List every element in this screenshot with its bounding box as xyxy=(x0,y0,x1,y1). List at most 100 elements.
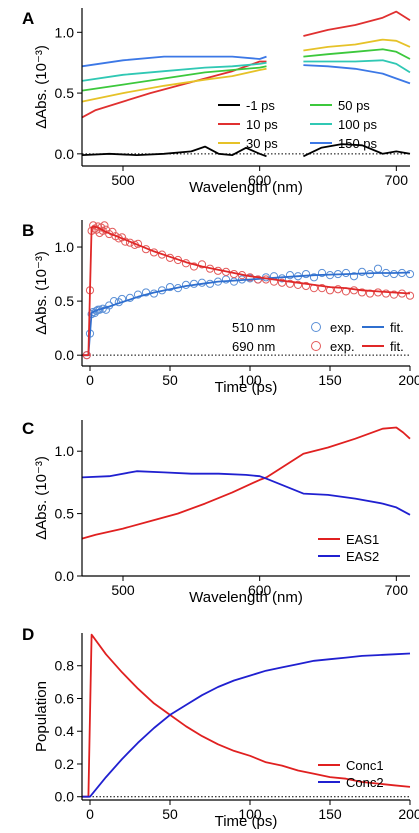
series-line xyxy=(81,61,267,82)
data-point xyxy=(293,280,303,289)
y-tick-label: 0.5 xyxy=(55,506,75,522)
y-tick-label: 1.0 xyxy=(55,24,75,40)
legend-exp-label: exp. xyxy=(330,320,355,335)
panel-a: A 500 600 700 0.0 0.5 1.0 Wavelength (nm) ΔAbs.… xyxy=(22,8,411,196)
series-line xyxy=(81,470,411,516)
data-point xyxy=(373,264,383,273)
series-line xyxy=(81,67,267,103)
data-point xyxy=(285,271,295,280)
legend-fit-label: fit. xyxy=(390,320,404,335)
legend-label: EAS1 xyxy=(346,532,379,547)
series-line xyxy=(303,143,411,158)
y-tick-label: 1.0 xyxy=(55,239,75,255)
panel-c: C 500 600 700 0.0 0.5 1.0 Wavelength (nm) ΔAbs.… xyxy=(22,419,411,606)
legend-fit-label: fit. xyxy=(390,339,404,354)
legend-marker xyxy=(311,341,321,351)
x-tick-label: 200 xyxy=(398,806,419,822)
panel-c-letter: C xyxy=(22,419,34,438)
series-line xyxy=(303,38,411,52)
data-point xyxy=(285,279,295,288)
series-line xyxy=(82,225,411,357)
data-point xyxy=(133,290,143,299)
x-tick-label: 50 xyxy=(162,372,178,388)
x-tick-label: 0 xyxy=(86,806,94,822)
legend-label: Conc1 xyxy=(346,758,384,773)
y-tick-label: 0.0 xyxy=(55,568,75,584)
series-line xyxy=(82,271,411,357)
panel-d: D 0 50 100 150 200 0.0 0.2 0.4 0.6 0.8 Time (ps) Po… xyxy=(22,625,419,830)
data-point xyxy=(405,269,415,279)
data-point xyxy=(381,289,391,298)
data-point xyxy=(317,268,327,278)
y-tick-label: 0.4 xyxy=(55,723,75,739)
x-tick-label: 500 xyxy=(111,582,135,598)
data-point xyxy=(317,284,327,293)
y-axis-label: ΔAbs. (10⁻³) xyxy=(33,456,50,540)
y-axis-label: ΔAbs. (10⁻³) xyxy=(33,251,50,335)
y-tick-label: 0.8 xyxy=(55,658,75,674)
x-tick-label: 500 xyxy=(111,172,135,188)
legend-label: 690 nm xyxy=(232,339,275,354)
legend-label: 510 nm xyxy=(232,320,275,335)
data-point xyxy=(405,291,415,300)
data-point xyxy=(301,269,311,279)
y-axis-label: ΔAbs. (10⁻³) xyxy=(33,45,50,129)
data-point xyxy=(349,272,359,281)
series-line xyxy=(303,48,411,60)
data-point xyxy=(277,278,287,287)
legend-label: 50 ps xyxy=(338,98,370,113)
panel-d-letter: D xyxy=(22,625,34,644)
data-point xyxy=(333,285,343,294)
series-line xyxy=(82,633,411,798)
x-axis-label: Time (ps) xyxy=(215,379,278,396)
legend-label: 150 ps xyxy=(338,136,378,151)
data-point xyxy=(341,268,351,278)
x-tick-label: 700 xyxy=(385,582,409,598)
x-axis-label: Wavelength (nm) xyxy=(189,589,303,606)
x-tick-label: 600 xyxy=(248,582,272,598)
data-point xyxy=(357,267,367,277)
series-line xyxy=(81,55,267,68)
data-point xyxy=(389,290,399,299)
data-point xyxy=(100,221,109,230)
data-point xyxy=(165,282,175,292)
x-tick-label: 50 xyxy=(162,806,178,822)
data-point xyxy=(141,288,151,297)
legend-label: -1 ps xyxy=(246,98,275,113)
panel-a-letter: A xyxy=(22,9,34,28)
data-point xyxy=(301,281,311,291)
y-tick-label: 0.2 xyxy=(55,756,75,772)
x-tick-label: 600 xyxy=(248,172,272,188)
legend-exp-label: exp. xyxy=(330,339,355,354)
data-point xyxy=(365,289,375,298)
data-point xyxy=(189,262,199,271)
series-line xyxy=(81,65,267,92)
series-line xyxy=(303,59,411,74)
y-tick-label: 0.5 xyxy=(55,85,75,101)
y-tick-label: 1.0 xyxy=(55,443,75,459)
series-line xyxy=(81,426,411,540)
data-point xyxy=(309,273,319,282)
series-line xyxy=(303,10,411,37)
legend-marker xyxy=(311,322,321,332)
x-tick-label: 150 xyxy=(318,372,342,388)
y-tick-label: 0.0 xyxy=(55,347,75,363)
legend-label: 30 ps xyxy=(246,136,278,151)
legend-label: 10 ps xyxy=(246,117,278,132)
x-tick-label: 700 xyxy=(385,172,409,188)
data-point xyxy=(197,260,207,269)
x-tick-label: 200 xyxy=(398,372,419,388)
data-point xyxy=(357,288,367,297)
legend-label: 100 ps xyxy=(338,117,378,132)
series-line xyxy=(303,64,411,85)
legend-label: EAS2 xyxy=(346,549,379,564)
data-point xyxy=(389,269,399,279)
x-tick-label: 0 xyxy=(86,372,94,388)
x-tick-label: 100 xyxy=(238,372,262,388)
x-axis-label: Wavelength (nm) xyxy=(189,179,303,196)
series-line xyxy=(81,145,267,158)
y-tick-label: 0.6 xyxy=(55,690,75,706)
y-axis-label: Population xyxy=(33,681,50,752)
y-tick-label: 0.0 xyxy=(55,789,75,805)
